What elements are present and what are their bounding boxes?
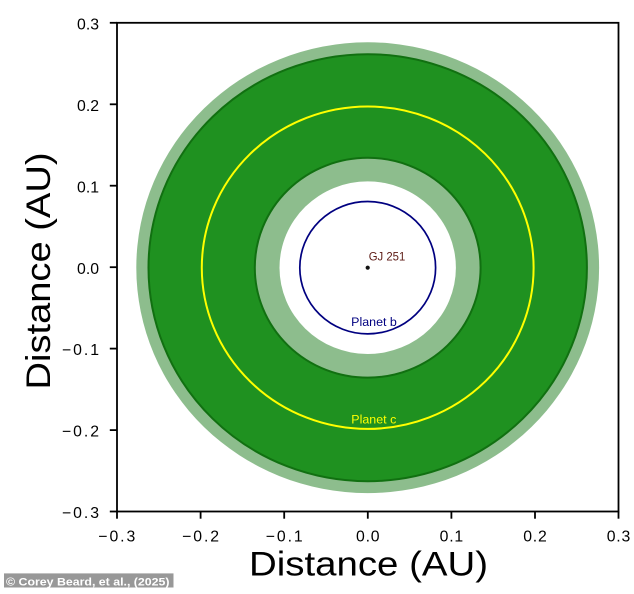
svg-text:© Corey Beard, et al., (2025): © Corey Beard, et al., (2025) — [6, 576, 170, 588]
svg-text:GJ 251: GJ 251 — [369, 250, 406, 264]
svg-text:−0.2: −0.2 — [62, 424, 99, 441]
svg-text:−0.3: −0.3 — [98, 529, 135, 546]
svg-text:0.0: 0.0 — [77, 261, 99, 278]
svg-text:0.1: 0.1 — [77, 179, 99, 196]
svg-text:−0.1: −0.1 — [266, 529, 303, 546]
svg-text:−0.3: −0.3 — [62, 505, 99, 522]
svg-text:0.2: 0.2 — [77, 98, 99, 115]
svg-text:Planet b: Planet b — [351, 315, 397, 329]
svg-text:Distance (AU): Distance (AU) — [20, 153, 58, 390]
svg-text:−0.1: −0.1 — [62, 342, 99, 359]
svg-text:0.1: 0.1 — [440, 529, 464, 546]
svg-text:0.3: 0.3 — [607, 529, 631, 546]
svg-text:0.2: 0.2 — [523, 529, 547, 546]
svg-text:−0.2: −0.2 — [182, 529, 219, 546]
svg-text:0.0: 0.0 — [356, 529, 380, 546]
svg-text:Planet c: Planet c — [351, 413, 396, 427]
svg-text:Distance (AU): Distance (AU) — [249, 546, 488, 584]
svg-text:0.3: 0.3 — [77, 16, 99, 33]
